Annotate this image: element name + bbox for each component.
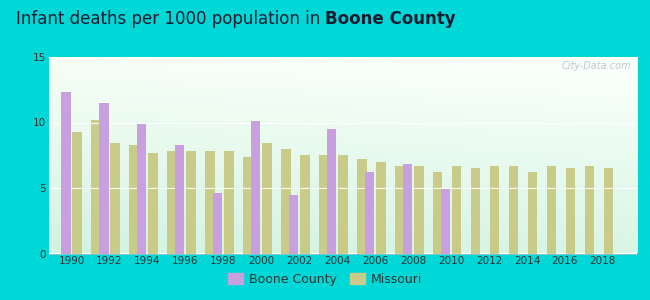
Bar [300,155,309,254]
Bar [319,155,329,254]
Bar [148,153,158,253]
Bar [490,166,499,254]
Bar [72,132,82,254]
Bar [528,172,538,254]
Bar [205,151,214,254]
Bar [213,193,222,254]
Bar [243,157,253,254]
Bar [357,159,367,254]
Bar [187,151,196,254]
Bar [402,164,412,254]
Bar [338,155,348,254]
Bar [262,143,272,254]
Bar [137,124,146,254]
Bar [547,166,556,254]
Bar [441,189,450,254]
Bar [452,166,461,254]
Bar [289,194,298,254]
Bar [111,143,120,254]
Bar [604,168,614,254]
Bar [395,166,404,254]
Text: Boone County: Boone County [325,11,456,28]
Bar [433,172,443,254]
Bar [471,168,480,254]
Bar [585,166,594,254]
Bar [281,149,291,254]
Bar [99,103,109,254]
Bar [167,151,177,254]
Bar [129,145,139,254]
Bar [365,172,374,254]
Legend: Boone County, Missouri: Boone County, Missouri [223,268,427,291]
Bar [61,92,71,253]
Bar [566,168,575,254]
Bar [175,145,185,254]
Bar [327,129,336,254]
Bar [92,120,101,253]
Bar [509,166,519,254]
Bar [251,121,261,254]
Bar [376,162,385,254]
Bar [224,151,234,254]
Text: City-Data.com: City-Data.com [562,61,631,71]
Text: Infant deaths per 1000 population in: Infant deaths per 1000 population in [16,11,325,28]
Bar [414,166,424,254]
